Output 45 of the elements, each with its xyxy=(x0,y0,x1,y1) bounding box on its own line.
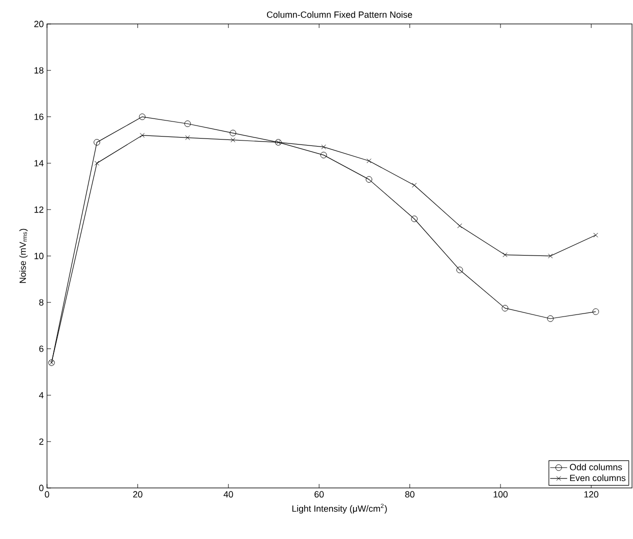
y-tick-label: 2 xyxy=(39,438,44,445)
y-tick-label: 12 xyxy=(34,206,44,213)
y-tick-label: 14 xyxy=(34,160,44,166)
point xyxy=(138,114,146,120)
x-tick-label: 120 xyxy=(584,491,598,498)
point xyxy=(592,308,599,315)
point xyxy=(366,158,372,164)
x-tick-label: 60 xyxy=(314,491,324,498)
point xyxy=(456,266,463,274)
x-tick-label: 20 xyxy=(133,491,142,498)
point xyxy=(457,223,462,228)
x-tick-label: 0 xyxy=(44,491,50,498)
point xyxy=(230,138,236,142)
point xyxy=(411,216,418,222)
point xyxy=(366,176,372,183)
point xyxy=(593,232,598,238)
point xyxy=(185,135,190,140)
point xyxy=(412,182,417,188)
y-tick-label: 18 xyxy=(34,67,44,74)
y-axis-title: Noise (mV$_{rms}$) xyxy=(19,228,28,283)
point xyxy=(502,252,508,258)
y-tick-label: 20 xyxy=(34,20,44,28)
y-tick-label: 8 xyxy=(39,299,44,306)
legend-label: Even columns xyxy=(570,474,626,482)
point xyxy=(140,132,145,138)
point xyxy=(321,144,326,150)
point xyxy=(547,315,554,322)
x-tick-label: 40 xyxy=(224,491,234,498)
point xyxy=(94,139,100,146)
point xyxy=(320,152,327,158)
x-tick-label: 100 xyxy=(494,491,508,498)
point xyxy=(94,160,100,166)
x-tick-label: 80 xyxy=(405,491,414,498)
y-tick-label: 4 xyxy=(39,392,44,398)
point xyxy=(184,120,191,127)
y-tick-label: 10 xyxy=(34,252,44,260)
y-tick-label: 16 xyxy=(34,114,44,120)
point xyxy=(548,254,553,258)
y-tick-label: 0 xyxy=(39,484,44,492)
point xyxy=(230,130,236,136)
point xyxy=(502,304,508,312)
chart-title: Column-Column Fixed Pattern Noise xyxy=(266,11,412,18)
legend-label: Odd columns xyxy=(570,464,622,470)
x-axis-title: Light Intensity (μW/cm$^{2}$) xyxy=(292,504,387,514)
y-tick-label: 6 xyxy=(39,346,44,352)
